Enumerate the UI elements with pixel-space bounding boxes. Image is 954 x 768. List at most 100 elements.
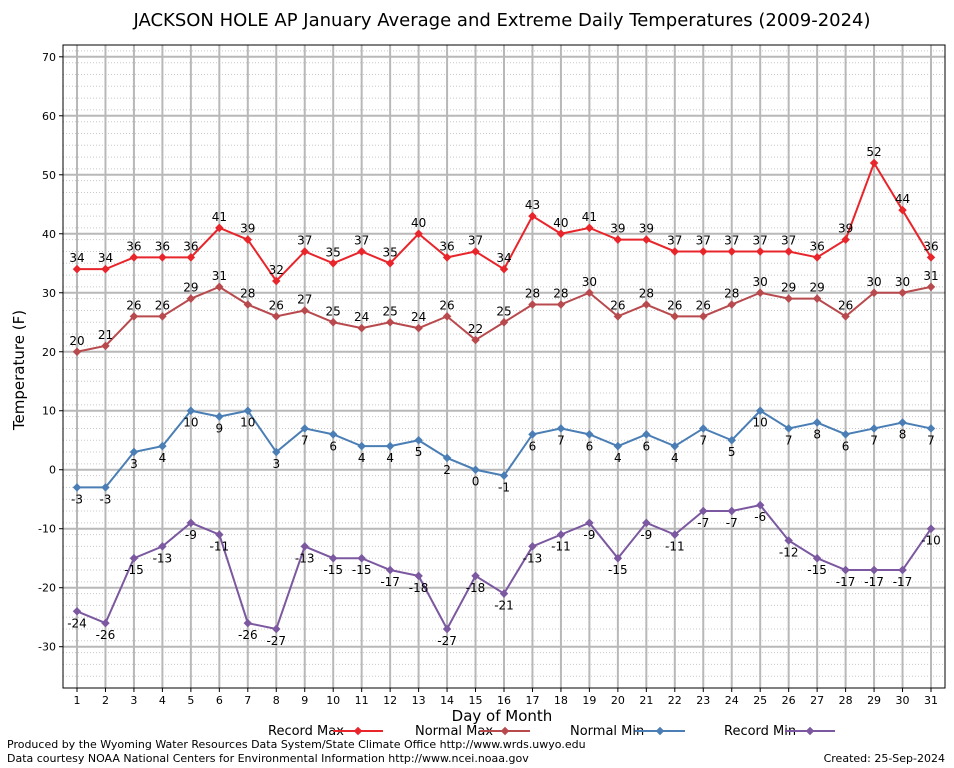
data-point	[556, 300, 566, 309]
data-label: 7	[557, 433, 565, 447]
x-tick-label: 13	[412, 694, 426, 707]
data-label: -17	[864, 575, 884, 589]
data-label: -26	[238, 628, 258, 642]
data-label: 37	[297, 233, 312, 247]
series-record-min: -24 -26 -15 -13 -9 -11 -26 -27 -13 -15 -15 -17 -18 -2…	[67, 500, 941, 648]
series-normal-min: -3 -3 3 4 10 9 10 3 7 6 4 4 5 2 0 -1 6 7 6 4 6 4 7 5 10 7 8 6 7 8 7	[71, 406, 936, 506]
y-tick-label: 0	[49, 464, 56, 477]
data-point	[585, 288, 594, 298]
data-point	[442, 453, 452, 463]
x-tick-label: 8	[273, 694, 280, 707]
data-label: 34	[98, 251, 113, 265]
data-label: 26	[696, 298, 711, 312]
legend-marker	[805, 726, 815, 736]
y-tick-label: 60	[42, 110, 56, 123]
data-label: 27	[297, 292, 312, 306]
data-label: -11	[665, 540, 685, 554]
data-point	[613, 553, 623, 563]
data-point	[556, 530, 566, 539]
data-point	[585, 430, 594, 439]
data-label: 28	[525, 287, 540, 301]
data-point	[869, 158, 879, 168]
data-label: 28	[240, 287, 255, 301]
data-point	[499, 471, 509, 480]
data-point	[300, 542, 309, 551]
y-tick-label: -20	[38, 582, 56, 595]
data-point	[812, 294, 822, 303]
data-point	[499, 264, 509, 274]
data-point	[585, 223, 594, 233]
data-label: -3	[71, 492, 83, 506]
data-point	[272, 447, 281, 457]
data-point	[613, 312, 623, 321]
data-point	[727, 506, 736, 516]
x-tick-label: 14	[440, 694, 454, 707]
data-label: 43	[525, 198, 540, 212]
data-point	[670, 441, 680, 451]
x-tick-label: 29	[867, 694, 881, 707]
data-label: 0	[472, 475, 480, 489]
x-tick-label: 5	[187, 694, 194, 707]
data-point	[300, 247, 309, 256]
x-tick-label: 2	[102, 694, 109, 707]
data-label: 39	[610, 222, 625, 236]
x-tick-label: 18	[554, 694, 568, 707]
data-point	[101, 618, 110, 628]
data-label: 36	[923, 239, 938, 253]
data-point	[442, 253, 452, 262]
legend-item: Normal Max	[415, 724, 530, 739]
y-tick-label: 70	[42, 51, 56, 64]
data-point	[670, 247, 680, 256]
x-tick-label: 9	[301, 694, 308, 707]
data-point	[755, 247, 765, 256]
x-axis-ticks: 1 2 3 4 5 6 7 8 9 10 11 12 13 14 15 16 17 18 19 20 21 22 23 24 2…	[74, 688, 938, 707]
data-point	[101, 341, 110, 351]
data-label: -9	[583, 528, 595, 542]
data-label: 24	[354, 310, 369, 324]
data-point	[385, 441, 395, 451]
data-point	[926, 524, 936, 533]
data-label: 36	[809, 239, 824, 253]
legend-marker	[655, 726, 665, 736]
data-label: -1	[498, 481, 510, 495]
data-label: 10	[753, 416, 768, 430]
data-label: -13	[523, 551, 543, 565]
data-point	[727, 435, 736, 445]
data-point	[755, 406, 765, 415]
data-point	[471, 247, 480, 256]
data-label: -9	[185, 528, 197, 542]
legend: Record Max Normal Max Normal Min Record Min	[268, 724, 835, 739]
data-label: 4	[386, 451, 394, 465]
data-point	[414, 323, 423, 333]
data-point	[414, 229, 423, 239]
chart-title: JACKSON HOLE AP January Average and Extr…	[132, 10, 870, 31]
data-label: 37	[696, 233, 711, 247]
data-point	[670, 312, 680, 321]
data-label: -15	[608, 563, 628, 577]
data-point	[272, 624, 281, 634]
data-point	[784, 294, 793, 303]
x-axis-label: Day of Month	[452, 707, 553, 725]
y-tick-label: 50	[42, 169, 56, 182]
data-label: 6	[586, 439, 594, 453]
x-tick-label: 23	[696, 694, 710, 707]
x-tick-label: 31	[924, 694, 938, 707]
data-point	[670, 530, 680, 539]
data-point	[784, 536, 793, 545]
data-label: 32	[269, 263, 284, 277]
data-point	[869, 288, 879, 298]
x-tick-label: 21	[639, 694, 653, 707]
data-label: -18	[466, 581, 486, 595]
data-label: 26	[155, 298, 170, 312]
data-point	[499, 589, 509, 598]
data-point	[186, 253, 196, 262]
data-point	[926, 424, 936, 433]
data-label: -17	[380, 575, 400, 589]
data-label: 7	[785, 433, 793, 447]
x-tick-label: 22	[668, 694, 682, 707]
x-tick-label: 20	[611, 694, 625, 707]
data-point	[528, 300, 537, 309]
data-label: 30	[582, 275, 597, 289]
data-label: -27	[437, 634, 457, 648]
data-point	[613, 441, 623, 451]
